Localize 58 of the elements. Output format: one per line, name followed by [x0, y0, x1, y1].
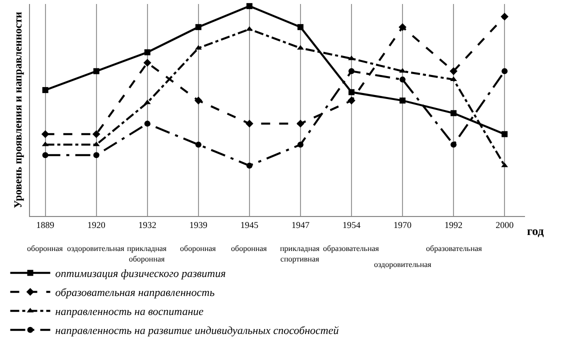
point — [195, 142, 202, 148]
point — [41, 130, 50, 138]
x-tick-label: 1932 — [138, 220, 156, 230]
y-axis-title: Уровень проявления и направленности — [12, 11, 25, 208]
legend-label: оптимизация физического развития — [55, 268, 226, 280]
text: прикладная спортивная — [280, 244, 320, 264]
point — [348, 56, 355, 60]
x-tick-label: 1939 — [189, 220, 208, 230]
text: оборонная — [180, 244, 216, 253]
point — [42, 152, 48, 158]
point — [246, 3, 252, 10]
x-tick-label: 1920 — [87, 220, 106, 230]
point — [450, 142, 457, 148]
point — [194, 96, 202, 104]
point — [42, 87, 48, 94]
point — [296, 120, 304, 128]
point — [399, 68, 406, 73]
point — [195, 24, 202, 30]
x-tick-label: 1945 — [240, 220, 259, 230]
point — [502, 68, 508, 74]
point — [500, 12, 508, 20]
point — [144, 49, 150, 56]
point — [450, 110, 457, 116]
legend-label: направленность на развитие индивидуальных способностей — [55, 325, 340, 338]
text: прикладная оборонная — [127, 244, 167, 264]
point — [143, 58, 152, 67]
point — [348, 89, 354, 96]
x-tick-label: 1992 — [444, 220, 463, 230]
point — [246, 162, 252, 169]
point — [93, 68, 100, 74]
point — [400, 76, 406, 83]
text: оборонная — [27, 244, 64, 253]
point — [93, 152, 100, 158]
point — [246, 120, 254, 128]
point — [348, 68, 354, 74]
point — [348, 96, 356, 104]
point — [398, 23, 406, 31]
point — [502, 131, 508, 138]
text: образовательная — [426, 244, 482, 253]
point — [450, 67, 458, 76]
text: оздоровительная — [67, 244, 125, 253]
legend-label: образовательная направленность — [55, 287, 215, 300]
point — [297, 142, 304, 148]
x-tick-label: 1970 — [394, 220, 412, 230]
point — [400, 98, 406, 104]
point — [92, 130, 100, 138]
x-axis-title: год — [527, 224, 544, 238]
point — [297, 24, 304, 30]
x-tick-label: 1954 — [342, 220, 361, 230]
x-tick-label: 1889 — [36, 220, 55, 230]
legend-label: направленность на воспитание — [55, 306, 204, 318]
text: оздоровительная — [374, 260, 432, 269]
point — [297, 45, 304, 50]
x-tick-label: 1947 — [291, 220, 310, 230]
text: оборонная — [231, 244, 268, 253]
point — [144, 120, 150, 127]
text: образовательная — [323, 244, 380, 253]
x-tick-label: 2000 — [496, 220, 514, 230]
